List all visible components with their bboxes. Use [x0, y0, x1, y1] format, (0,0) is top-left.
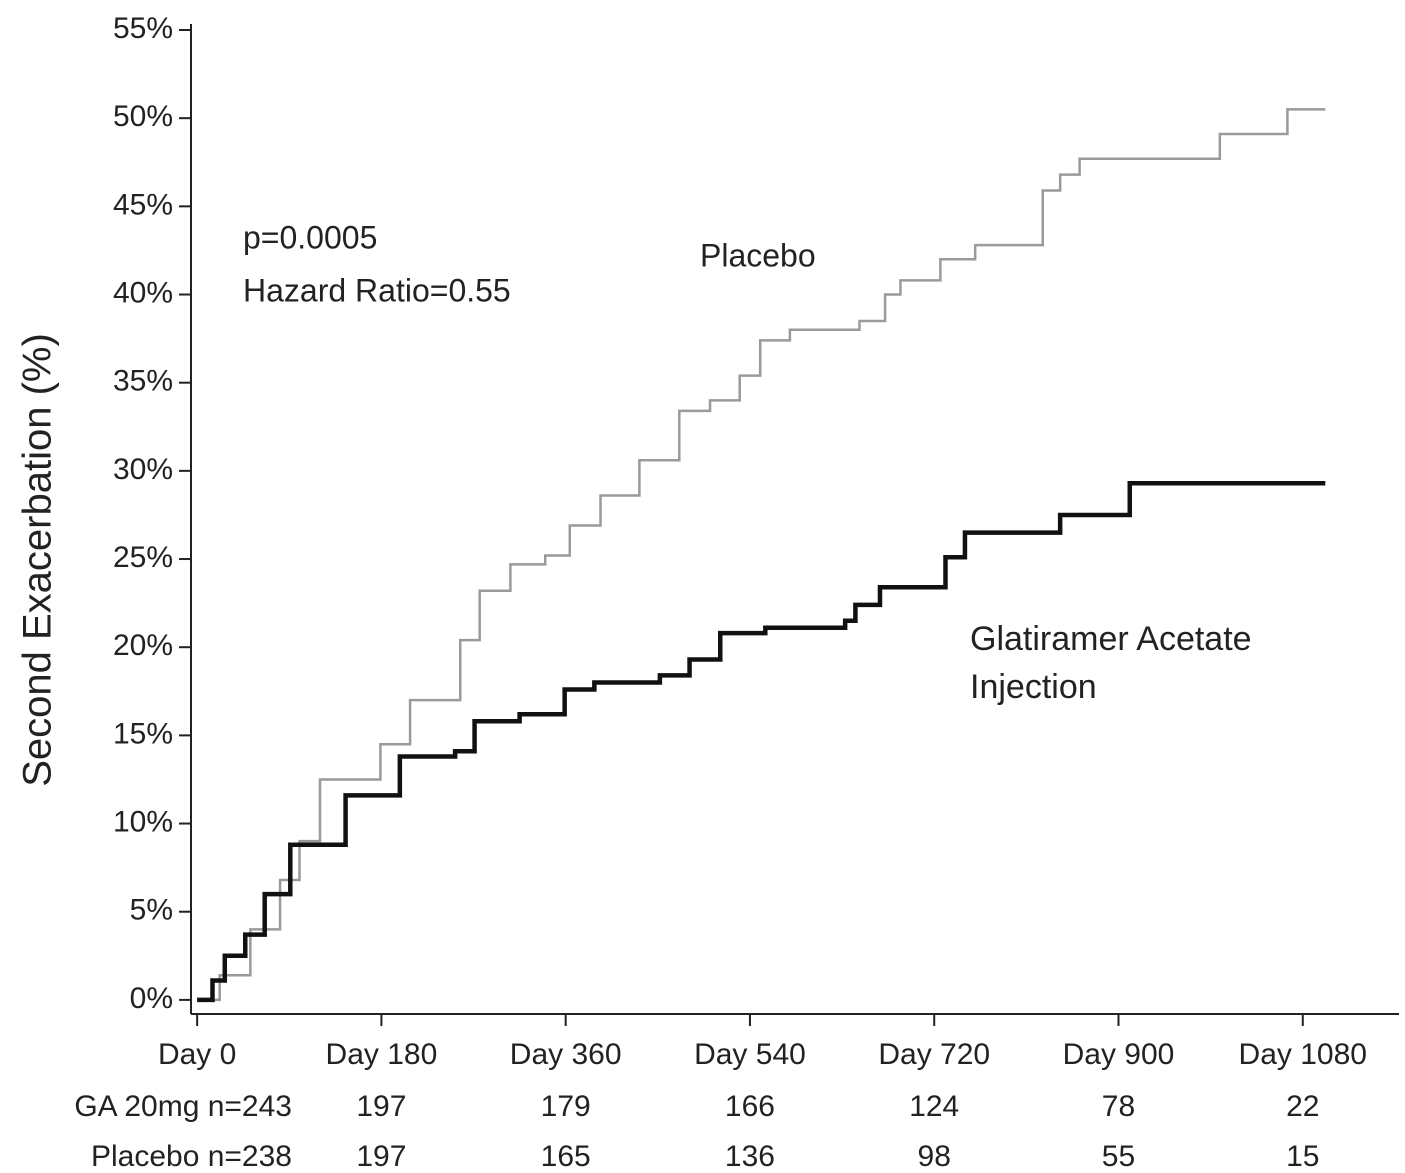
series-label: Placebo — [700, 237, 816, 273]
risk-row-label: GA 20mg n=243 — [74, 1090, 292, 1123]
x-tick-label: Day 1080 — [1239, 1038, 1367, 1071]
km-curve — [197, 108, 1326, 1002]
y-tick-label: 45% — [113, 188, 173, 221]
x-tick-label: Day 540 — [694, 1038, 806, 1071]
risk-count: 55 — [1102, 1140, 1135, 1173]
y-tick-label: 5% — [130, 894, 173, 927]
x-tick-label: Day 900 — [1063, 1038, 1175, 1071]
x-tick-label: Day 720 — [878, 1038, 990, 1071]
y-tick-label: 25% — [113, 541, 173, 574]
risk-count: 166 — [725, 1090, 775, 1123]
annotation: p=0.0005 — [243, 219, 377, 255]
y-tick-label: 30% — [113, 453, 173, 486]
x-tick-label: Day 360 — [510, 1038, 622, 1071]
x-tick-label: Day 180 — [326, 1038, 438, 1071]
y-tick-label: 15% — [113, 717, 173, 750]
risk-row-label: Placebo n=238 — [91, 1140, 292, 1173]
risk-count: 165 — [541, 1140, 591, 1173]
risk-count: 78 — [1102, 1090, 1135, 1123]
risk-count: 15 — [1286, 1140, 1319, 1173]
y-tick-label: 35% — [113, 365, 173, 398]
y-tick-label: 10% — [113, 805, 173, 838]
annotation: Hazard Ratio=0.55 — [243, 272, 511, 308]
y-axis-title: Second Exacerbation (%) — [16, 333, 60, 787]
risk-count: 197 — [356, 1090, 406, 1123]
risk-count: 22 — [1286, 1090, 1319, 1123]
y-tick-label: 0% — [130, 982, 173, 1015]
y-tick-label: 55% — [113, 12, 173, 45]
y-tick-label: 40% — [113, 276, 173, 309]
risk-count: 124 — [909, 1090, 959, 1123]
y-tick-label: 20% — [113, 629, 173, 662]
km-curve — [197, 480, 1326, 1003]
series-label: Glatiramer Acetate Injection — [970, 620, 1252, 706]
risk-count: 179 — [541, 1090, 591, 1123]
x-tick-label: Day 0 — [158, 1038, 236, 1071]
risk-count: 98 — [918, 1140, 951, 1173]
risk-count: 197 — [356, 1140, 406, 1173]
risk-count: 136 — [725, 1140, 775, 1173]
y-tick-label: 50% — [113, 100, 173, 133]
